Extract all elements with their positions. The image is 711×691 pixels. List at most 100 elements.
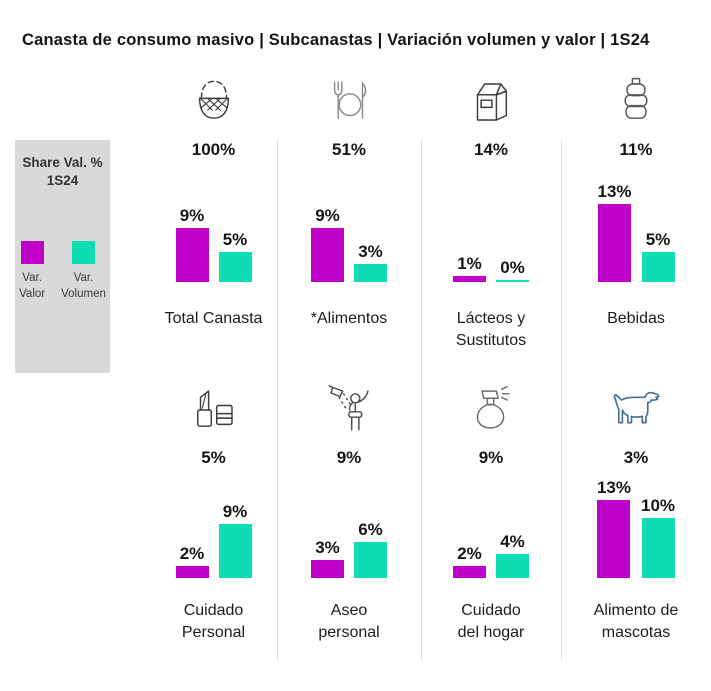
volumen-bar — [496, 280, 529, 282]
share-value: 3% — [623, 448, 649, 467]
column-divider — [277, 140, 278, 660]
valor-bar-group: 3% — [311, 539, 344, 578]
volumen-bar — [354, 264, 387, 282]
volumen-bar-label: 0% — [500, 258, 525, 277]
valor-bar — [311, 560, 344, 578]
cutlery-icon — [322, 70, 376, 134]
valor-bar-group: 9% — [175, 206, 209, 282]
volumen-bar-group: 3% — [354, 243, 387, 282]
volumen-bar-group: 0% — [496, 259, 529, 282]
valor-bar-label: 9% — [179, 206, 205, 225]
category-label: Aseo personal — [318, 602, 380, 642]
volumen-bar-group: 5% — [641, 230, 675, 282]
valor-bar — [453, 276, 486, 282]
dog-icon — [607, 378, 665, 442]
valor-swatch-label: Var. Valor — [19, 272, 46, 300]
volumen-bar-group: 9% — [218, 502, 252, 578]
valor-bar-group: 13% — [597, 479, 631, 578]
share-value: 5% — [201, 448, 226, 467]
volumen-bar-group: 10% — [641, 497, 675, 578]
category-cell-lacteos: 14% 1% 0% Lácteos y Sustitutos — [421, 70, 561, 360]
volumen-bar-label: 3% — [358, 242, 383, 261]
volumen-bar-label: 6% — [358, 520, 383, 539]
shower-icon — [322, 378, 376, 442]
volumen-bar-group: 5% — [218, 230, 252, 282]
category-cell-alimento-mascotas: 3% 13% 10% Alimento de mascotas — [561, 378, 711, 668]
valor-bar-label: 3% — [315, 538, 340, 557]
column-divider — [421, 140, 422, 660]
legend-item-valor: Var. Valor — [19, 241, 45, 302]
volumen-bar-label: 10% — [641, 496, 676, 515]
share-value: 11% — [619, 140, 653, 159]
bar-chart: 2% 4% — [453, 478, 529, 578]
share-value: 100% — [191, 140, 236, 159]
share-value: 9% — [336, 448, 362, 467]
legend-swatches: Var. Valor Var. Volumen — [15, 241, 110, 302]
volumen-bar-label: 5% — [645, 230, 671, 249]
volumen-bar — [641, 252, 675, 282]
valor-bar-label: 2% — [179, 544, 205, 563]
category-cell-bebidas: 11% 13% 5% Bebidas — [561, 70, 711, 360]
bar-chart: 3% 6% — [311, 478, 387, 578]
milk-carton-icon — [464, 70, 518, 134]
volumen-bar — [496, 554, 529, 578]
legend-title: Share Val. % 1S24 — [22, 155, 103, 188]
legend-panel: Share Val. % 1S24 Var. Valor Var. Volume… — [15, 140, 110, 373]
valor-bar — [175, 228, 209, 282]
category-cell-aseo-personal: 9% 3% 6% Aseo personal — [277, 378, 421, 668]
valor-swatch — [20, 241, 44, 265]
category-label: Lácteos y Sustitutos — [455, 310, 527, 350]
bar-chart: 9% 3% — [311, 170, 387, 282]
volumen-bar-label: 5% — [222, 230, 248, 249]
share-value: 51% — [331, 140, 367, 159]
bar-chart: 9% 5% — [175, 170, 252, 282]
share-value: 9% — [478, 448, 504, 467]
volumen-bar — [354, 542, 387, 578]
bar-chart: 1% 0% — [453, 170, 529, 282]
valor-bar-group: 2% — [453, 545, 486, 578]
bottle-icon — [609, 70, 663, 134]
category-cell-alimentos: 51% 9% 3% *Alimentos — [277, 70, 421, 360]
valor-bar — [453, 566, 486, 578]
category-cell-cuidado-hogar: 9% 2% 4% Cuidado del hogar — [421, 378, 561, 668]
valor-bar — [311, 228, 344, 282]
lipstick-icon — [187, 378, 241, 442]
volumen-swatch — [71, 241, 95, 265]
column-divider — [561, 140, 562, 660]
volumen-bar — [218, 252, 252, 282]
category-label: Alimento de mascotas — [593, 602, 679, 642]
valor-bar — [175, 566, 209, 578]
valor-bar-label: 9% — [315, 206, 340, 225]
valor-bar-label: 13% — [596, 478, 631, 497]
category-label: *Alimentos — [310, 310, 388, 327]
valor-bar-group: 9% — [311, 207, 344, 282]
volumen-bar-group: 4% — [496, 533, 529, 578]
valor-bar-label: 13% — [597, 182, 632, 201]
volumen-swatch-label: Var. Volumen — [61, 272, 106, 300]
bar-chart: 13% 5% — [597, 170, 675, 282]
bar-chart: 13% 10% — [597, 478, 675, 578]
valor-bar-label: 2% — [457, 544, 482, 563]
valor-bar-group: 13% — [597, 182, 632, 282]
legend-item-volumen: Var. Volumen — [61, 241, 106, 302]
volumen-bar — [641, 518, 675, 578]
volumen-bar-label: 4% — [500, 532, 525, 551]
valor-bar-group: 1% — [453, 255, 486, 282]
volumen-bar-group: 6% — [354, 521, 387, 578]
bar-chart: 2% 9% — [175, 478, 252, 578]
valor-bar-label: 1% — [457, 254, 482, 273]
category-label: Cuidado Personal — [181, 602, 246, 642]
valor-bar — [597, 500, 631, 578]
category-label: Total Canasta — [164, 310, 263, 327]
basket-icon — [187, 70, 241, 134]
share-value: 14% — [473, 140, 509, 159]
volumen-bar-label: 9% — [222, 502, 248, 521]
category-cell-cuidado-personal: 5% 2% 9% Cuidado Personal — [150, 378, 277, 668]
valor-bar — [598, 204, 631, 282]
spray-bottle-icon — [464, 378, 518, 442]
category-cell-total-canasta: 100% 9% 5% Total Canasta — [150, 70, 277, 360]
category-label: Cuidado del hogar — [457, 602, 525, 642]
valor-bar-group: 2% — [175, 544, 209, 578]
chart-title: Canasta de consumo masivo | Subcanastas … — [22, 31, 650, 49]
